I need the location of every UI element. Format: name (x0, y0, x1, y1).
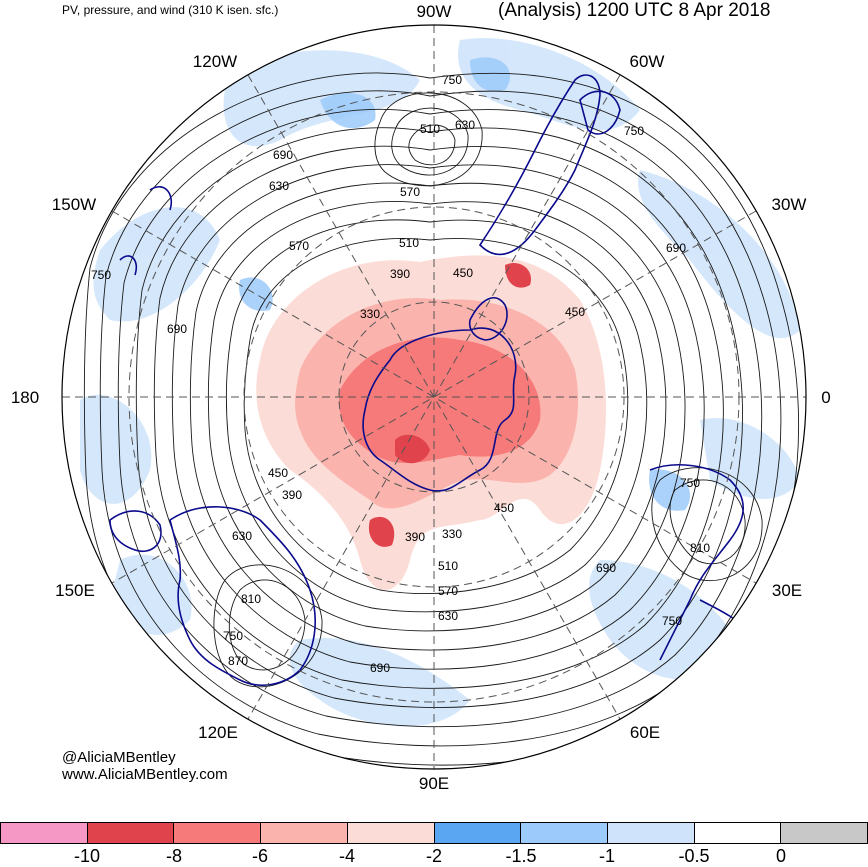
lon-label-150w: 150W (52, 195, 96, 214)
colorbar-cell (0, 822, 88, 844)
colorbar-cell (693, 822, 782, 844)
contour-labels: 750 510 630 690 570 630 750 690 390 450 … (91, 73, 710, 675)
colorbar-tick-label: 0 (775, 846, 787, 866)
colorbar-cell (346, 822, 435, 844)
contour-label: 630 (232, 529, 252, 543)
contour-label: 450 (453, 266, 473, 280)
colorbar-cell (86, 822, 175, 844)
contour-label: 690 (596, 561, 616, 575)
map-subtitle: PV, pressure, and wind (310 K isen. sfc.… (62, 3, 279, 17)
author-website: www.AliciaMBentley.com (62, 766, 228, 783)
lon-label-150e: 150E (55, 581, 95, 600)
contour-label: 750 (223, 629, 243, 643)
longitude-labels: 90W 60W 30W 0 30E 60E 90E 120E 150E 180 … (11, 2, 831, 793)
colorbar-tick-label: -4 (338, 846, 356, 866)
contour-label: 690 (370, 661, 390, 675)
colorbar-tick-label: -2 (425, 846, 443, 866)
contour-label: 570 (400, 185, 420, 199)
colorbar-tick-label: -1 (598, 846, 616, 866)
contour-label: 450 (494, 501, 514, 515)
contour-label: 510 (399, 236, 419, 250)
lon-label-30w: 30W (772, 195, 807, 214)
colorbar-cell (606, 822, 695, 844)
lon-label-60w: 60W (630, 52, 665, 71)
contour-label: 750 (91, 268, 111, 282)
lon-label-120w: 120W (193, 52, 237, 71)
graticule (62, 25, 806, 769)
contour-label: 750 (442, 73, 462, 87)
lon-label-60e: 60E (630, 723, 660, 742)
colorbar-tick-label: -0.5 (678, 846, 710, 866)
colorbar-cell (173, 822, 262, 844)
contour-label: 690 (666, 241, 686, 255)
contour-label: 630 (269, 179, 289, 193)
map-disc-border (61, 24, 807, 770)
contour-label: 390 (405, 530, 425, 544)
author-handle: @AliciaMBentley (62, 749, 176, 766)
lon-label-180: 180 (11, 388, 39, 407)
contour-label: 390 (282, 488, 302, 502)
contour-label: 570 (289, 239, 309, 253)
contour-label: 630 (455, 118, 475, 132)
colorbar-tick-label: -1.5 (505, 846, 537, 866)
contour-label: 510 (420, 122, 440, 136)
contour-label: 810 (690, 541, 710, 555)
lon-label-90e: 90E (419, 774, 449, 793)
lon-label-0: 0 (821, 388, 830, 407)
colorbar (0, 822, 868, 844)
lon-label-30e: 30E (772, 581, 802, 600)
contour-label: 750 (680, 476, 700, 490)
contour-label: 450 (268, 466, 288, 480)
map-title: (Analysis) 1200 UTC 8 Apr 2018 (498, 0, 771, 21)
contour-label: 630 (438, 609, 458, 623)
contour-label: 450 (565, 305, 585, 319)
contour-label: 750 (662, 614, 682, 628)
lon-label-90w: 90W (417, 2, 452, 21)
colorbar-cell (780, 822, 868, 844)
colorbar-cell (520, 822, 608, 844)
colorbar-cell (433, 822, 522, 844)
contour-label: 570 (438, 584, 458, 598)
contour-label: 690 (167, 322, 187, 336)
contour-label: 330 (360, 307, 380, 321)
contour-label: 510 (438, 559, 458, 573)
colorbar-tick-label: -8 (165, 846, 183, 866)
colorbar-tick-label: -10 (73, 846, 101, 866)
pv-shading-light (80, 38, 800, 727)
contour-label: 330 (442, 527, 462, 541)
contour-label: 810 (241, 592, 261, 606)
colorbar-cell (260, 822, 348, 844)
colorbar-tick-label: -6 (251, 846, 269, 866)
lon-label-120e: 120E (198, 723, 238, 742)
contour-label: 690 (273, 148, 293, 162)
contour-label: 750 (624, 124, 644, 138)
contour-label: 390 (390, 267, 410, 281)
contour-label: 870 (228, 654, 248, 668)
